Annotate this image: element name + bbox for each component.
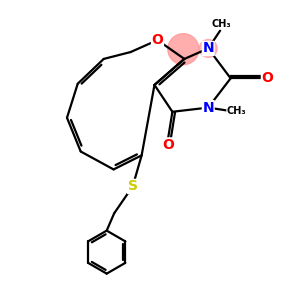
Text: CH₃: CH₃ bbox=[212, 19, 232, 29]
Circle shape bbox=[168, 34, 199, 65]
Text: O: O bbox=[261, 71, 273, 85]
Text: CH₃: CH₃ bbox=[227, 106, 246, 116]
Text: O: O bbox=[152, 33, 164, 47]
Text: N: N bbox=[202, 41, 214, 56]
Circle shape bbox=[199, 40, 217, 57]
Text: O: O bbox=[162, 138, 174, 152]
Text: N: N bbox=[202, 100, 214, 115]
Text: S: S bbox=[128, 179, 138, 194]
